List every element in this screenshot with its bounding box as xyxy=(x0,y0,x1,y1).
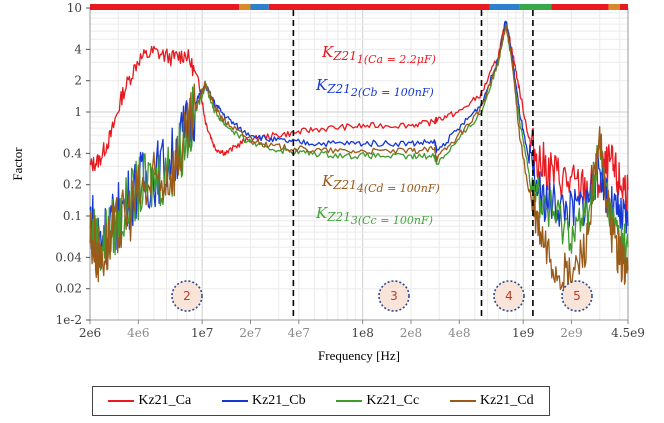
y-tick-label: 10 xyxy=(67,1,82,15)
region-dividers xyxy=(292,10,534,320)
top-bar-segment xyxy=(250,4,269,10)
region-marker-label: 3 xyxy=(390,289,398,303)
top-bar-segment xyxy=(239,4,251,10)
y-tick-label: 0.2 xyxy=(63,178,82,192)
legend-swatch xyxy=(108,400,135,402)
x-axis-label: Frequency [Hz] xyxy=(318,348,400,363)
region-markers: 2 3 4 5 xyxy=(171,280,593,312)
y-tick-label: 4 xyxy=(74,42,82,56)
x-tick-label: 2e6 xyxy=(79,326,101,340)
series-line-Kz21_Ca xyxy=(89,22,629,212)
x-tick-label: 2e7 xyxy=(239,326,261,340)
factor-frequency-chart: 2e6 4e6 1e7 2e7 4e7 1e8 2e8 4e8 1e9 2e9 4.5e9 1042… xyxy=(10,1,645,363)
region-marker-label: 4 xyxy=(505,289,513,303)
y-tick-labels: 10 4 2 1 0.4 0.2 0.1 0.04 0.02 1e-2 xyxy=(55,1,90,327)
legend-label: Kz21_Cb xyxy=(251,393,306,408)
annotation-label: KZ211(Ca = 2.2μF) xyxy=(321,43,436,66)
x-tick-label: 4e7 xyxy=(288,326,310,340)
region-marker-circle xyxy=(378,280,410,312)
y-tick-label: 2 xyxy=(74,74,82,88)
y-tick-label: 0.4 xyxy=(63,146,82,160)
annotation-label: KZ213(Cc = 100nF) xyxy=(315,204,433,227)
annotations: KZ211(Ca = 2.2μF) KZ212(Cb = 100nF) KZ214(… xyxy=(315,43,440,227)
y-tick-label: 1 xyxy=(74,105,82,119)
x-tick-label: 4e6 xyxy=(127,326,149,340)
annotation-label: KZ214(Cd = 100nF) xyxy=(321,172,440,195)
region-marker-circle xyxy=(493,280,525,312)
legend-label: Kz21_Cc xyxy=(366,393,420,408)
legend-item: Kz21_Ca xyxy=(108,393,191,409)
region-marker-circle xyxy=(561,280,593,312)
region-marker-circle xyxy=(171,280,203,312)
region-marker-label: 2 xyxy=(183,289,191,303)
top-bar-segment xyxy=(619,4,628,10)
x-tick-label: 4.5e9 xyxy=(611,326,645,340)
top-color-bar xyxy=(90,4,628,10)
x-tick-label: 2e8 xyxy=(400,326,422,340)
series-line-Kz21_Cc xyxy=(89,23,629,275)
top-bar-segment xyxy=(90,4,240,10)
top-bar-segment xyxy=(519,4,552,10)
legend-item: Kz21_Cc xyxy=(336,393,419,409)
top-bar-segment xyxy=(608,4,620,10)
region-marker-label: 5 xyxy=(573,289,581,303)
top-bar-segment xyxy=(551,4,609,10)
x-tick-label: 1e9 xyxy=(512,326,534,340)
y-axis-label: Factor xyxy=(10,147,25,181)
top-bar-segment xyxy=(489,4,520,10)
legend-label: Kz21_Ca xyxy=(138,393,192,408)
top-bar-segment xyxy=(268,4,490,10)
chart-legend: Kz21_Ca Kz21_Cb Kz21_Cc Kz21_Cd xyxy=(92,386,550,416)
legend-item: Kz21_Cd xyxy=(449,393,534,409)
x-tick-label: 4e8 xyxy=(448,326,470,340)
y-tick-label: 0.02 xyxy=(55,282,82,296)
y-tick-label: 0.04 xyxy=(55,250,82,264)
series-line-Kz21_Cd xyxy=(89,24,629,292)
legend-swatch xyxy=(221,400,248,402)
legend-item: Kz21_Cb xyxy=(221,393,306,409)
annotation-label: KZ212(Cb = 100nF) xyxy=(315,76,434,99)
legend-swatch xyxy=(336,400,363,402)
y-tick-label: 1e-2 xyxy=(56,313,82,327)
x-tick-label: 1e7 xyxy=(191,326,213,340)
x-tick-label: 2e9 xyxy=(560,326,582,340)
x-tick-labels: 2e6 4e6 1e7 2e7 4e7 1e8 2e8 4e8 1e9 2e9 4.5e9 xyxy=(79,320,645,340)
x-tick-label: 1e8 xyxy=(351,326,373,340)
series-lines xyxy=(89,20,629,292)
y-tick-label: 0.1 xyxy=(63,209,82,223)
legend-label: Kz21_Cd xyxy=(479,393,534,408)
legend-swatch xyxy=(449,400,476,402)
